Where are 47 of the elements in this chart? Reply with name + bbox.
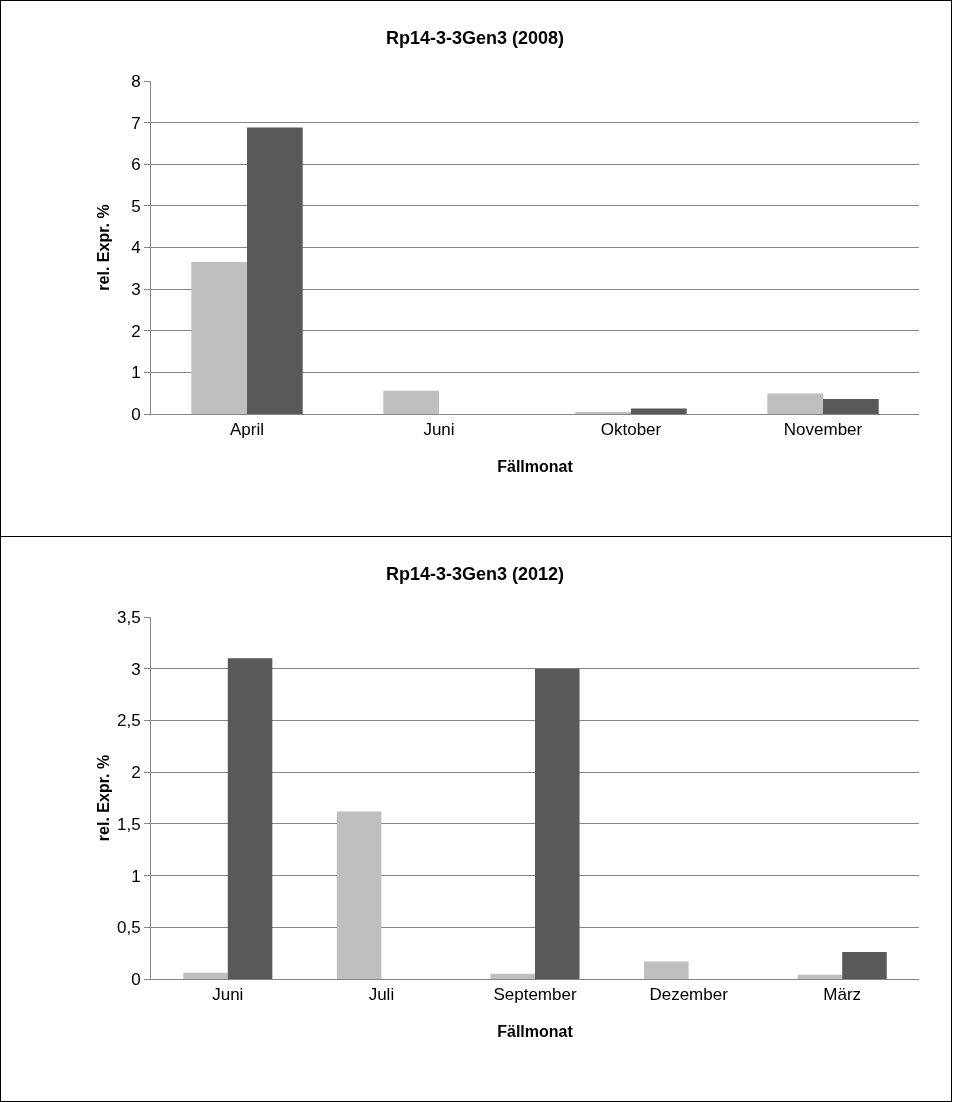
chart-title: Rp14-3-3Gen3 (2008) xyxy=(385,27,565,48)
y-axis-title: rel. Expr. % xyxy=(95,204,112,291)
bar xyxy=(823,399,879,414)
y-tick-label: 0 xyxy=(131,404,141,424)
y-tick-label: 4 xyxy=(131,238,141,258)
bar xyxy=(247,127,303,414)
x-tick-label: Oktober xyxy=(600,420,662,440)
y-tick-label: 5 xyxy=(131,196,141,216)
bar xyxy=(631,408,687,414)
bar xyxy=(227,658,273,979)
bar xyxy=(644,961,689,979)
bar xyxy=(535,668,580,979)
x-tick-label: Juni xyxy=(212,985,244,1005)
bar xyxy=(383,390,439,414)
x-axis-title: Fällmonat xyxy=(497,1023,574,1040)
bar xyxy=(767,393,823,414)
y-tick-label: 0,5 xyxy=(116,918,141,938)
bar xyxy=(191,262,247,414)
y-tick-label: 1 xyxy=(131,866,141,886)
bar xyxy=(183,972,228,979)
chart-title: Rp14-3-3Gen3 (2012) xyxy=(385,563,565,584)
y-tick-label: 7 xyxy=(131,113,141,133)
x-tick-label: Juni xyxy=(423,420,455,440)
y-tick-label: 6 xyxy=(131,155,141,175)
y-tick-label: 8 xyxy=(131,71,141,91)
bar xyxy=(575,411,631,414)
x-axis-title: Fällmonat xyxy=(497,458,574,475)
y-tick-label: 3,5 xyxy=(116,607,141,627)
y-tick-label: 1 xyxy=(131,363,141,383)
y-tick-label: 1,5 xyxy=(116,814,141,834)
y-tick-label: 0 xyxy=(131,969,141,989)
bar xyxy=(842,952,887,979)
x-tick-label: April xyxy=(229,420,265,440)
y-tick-label: 2,5 xyxy=(116,711,141,731)
x-tick-label: Dezember xyxy=(649,985,729,1005)
y-tick-label: 2 xyxy=(131,321,141,341)
x-tick-label: November xyxy=(783,420,863,440)
bar xyxy=(797,974,843,979)
y-tick-label: 3 xyxy=(131,280,141,300)
x-tick-label: März xyxy=(823,985,862,1005)
y-tick-label: 3 xyxy=(131,659,141,679)
y-tick-label: 2 xyxy=(131,763,141,783)
x-tick-label: September xyxy=(493,985,577,1005)
bar xyxy=(336,811,382,979)
bar xyxy=(490,973,535,979)
y-axis-title: rel. Expr. % xyxy=(95,754,112,842)
x-tick-label: Juli xyxy=(368,985,395,1005)
